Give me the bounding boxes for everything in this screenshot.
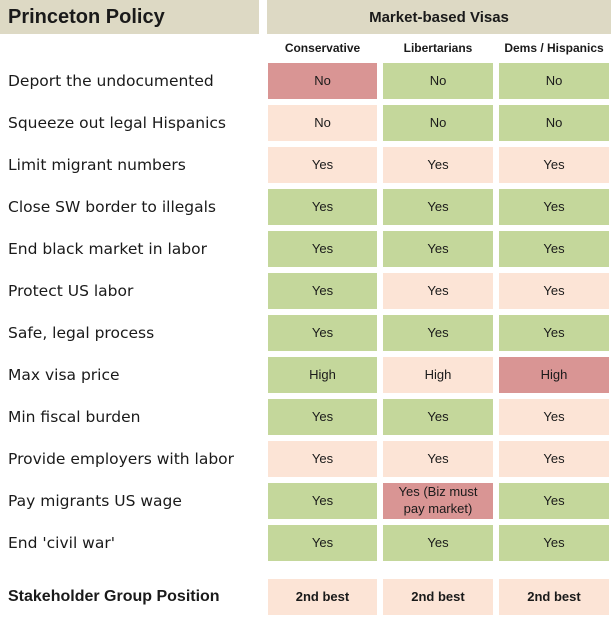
table-cell: Yes (Biz must pay market)	[383, 483, 493, 519]
table-cell: Yes	[383, 147, 493, 183]
row-label: Max visa price	[8, 366, 120, 384]
row-label: Provide employers with labor	[8, 450, 235, 468]
table-cell: Yes	[268, 273, 377, 309]
footer-cell: 2nd best	[499, 579, 609, 615]
table-cell: Yes	[499, 525, 609, 561]
table-cell: Yes	[499, 147, 609, 183]
table-cell: Yes	[383, 399, 493, 435]
column-header-libertarians: Libertarians	[403, 41, 473, 55]
table-cell: Yes	[499, 189, 609, 225]
footer-label: Stakeholder Group Position	[8, 588, 220, 605]
table-cell: No	[499, 63, 609, 99]
table-cell: Yes	[499, 231, 609, 267]
table-cell: Yes	[499, 441, 609, 477]
table-cell: Yes	[268, 441, 377, 477]
table-cell: Yes	[499, 315, 609, 351]
row-label: Protect US labor	[8, 282, 134, 300]
table-cell: No	[383, 63, 493, 99]
footer-cell: 2nd best	[383, 579, 493, 615]
row-label: Squeeze out legal Hispanics	[8, 114, 226, 132]
table-cell: Yes	[383, 315, 493, 351]
page-title: Princeton Policy	[0, 0, 259, 34]
table-cell: Yes	[383, 525, 493, 561]
column-header-conservative: Conservative	[284, 41, 361, 55]
table-cell: Yes	[268, 399, 377, 435]
table-cell: Yes	[499, 399, 609, 435]
table-cell: Yes	[383, 441, 493, 477]
table-cell: Yes	[268, 315, 377, 351]
table-cell: Yes	[383, 273, 493, 309]
table-cell: Yes	[499, 273, 609, 309]
row-label: Pay migrants US wage	[8, 492, 182, 510]
table-cell: Yes	[268, 231, 377, 267]
table-cell: No	[383, 105, 493, 141]
footer-cell: 2nd best	[268, 579, 377, 615]
row-label: End 'civil war'	[8, 534, 115, 552]
table-cell: No	[499, 105, 609, 141]
row-label: Min fiscal burden	[8, 408, 141, 426]
table-cell: Yes	[499, 483, 609, 519]
table-cell: High	[499, 357, 609, 393]
table-cell: Yes	[383, 231, 493, 267]
row-label: Deport the undocumented	[8, 72, 214, 90]
table-cell: No	[268, 63, 377, 99]
table-cell: Yes	[383, 189, 493, 225]
row-label: Limit migrant numbers	[8, 156, 186, 174]
table-cell: High	[383, 357, 493, 393]
row-label: Safe, legal process	[8, 324, 155, 342]
table-cell: Yes	[268, 189, 377, 225]
row-label: Close SW border to illegals	[8, 198, 217, 216]
table-cell: Yes	[268, 147, 377, 183]
row-label: End black market in labor	[8, 240, 207, 258]
table-cell: No	[268, 105, 377, 141]
column-header-dems-hispanics: Dems / Hispanics	[504, 41, 604, 55]
group-header: Market-based Visas	[267, 0, 611, 34]
table-cell: Yes	[268, 483, 377, 519]
table-cell: High	[268, 357, 377, 393]
table-cell: Yes	[268, 525, 377, 561]
